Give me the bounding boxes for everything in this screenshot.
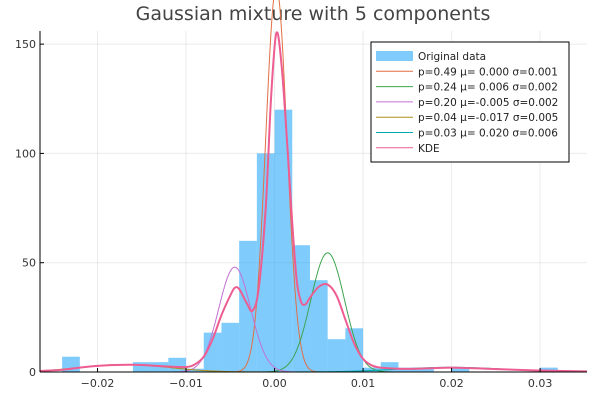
legend-label: p=0.24 μ= 0.006 σ=0.002 [418, 82, 558, 94]
histogram-bar [327, 339, 346, 372]
x-tick-label: −0.01 [169, 377, 203, 390]
histogram-bar [309, 280, 328, 372]
legend-label: p=0.03 μ= 0.020 σ=0.006 [418, 128, 558, 140]
histogram-bar [345, 328, 364, 372]
histogram-bars [62, 109, 558, 372]
axes: −0.02 −0.01 0.00 0.01 0.02 0.03 0 50 100 150 [15, 31, 587, 390]
legend-label: p=0.04 μ=-0.017 σ=0.005 [418, 112, 558, 124]
legend-swatch [376, 51, 413, 61]
x-tick-label: −0.02 [81, 377, 115, 390]
y-tick-label: 100 [15, 147, 36, 160]
histogram-bar [132, 362, 151, 372]
histogram-bar [451, 367, 470, 372]
histogram-bar [380, 362, 399, 372]
legend-label: p=0.20 μ=-0.005 σ=0.002 [418, 97, 558, 109]
kde-curve [39, 31, 588, 373]
x-tick-label: 0.00 [262, 377, 287, 390]
x-tick-label: 0.01 [351, 377, 376, 390]
histogram-bar [416, 368, 434, 372]
kde-curve-group [39, 31, 588, 373]
y-tick-label: 0 [29, 366, 36, 379]
legend: Original data p=0.49 μ= 0.000 σ=0.001 p=0.… [370, 41, 570, 163]
histogram-bar [256, 153, 275, 372]
legend-label: KDE [418, 143, 440, 155]
histogram-bar [221, 322, 240, 372]
histogram-bar [203, 332, 222, 372]
legend-label: p=0.49 μ= 0.000 σ=0.001 [418, 66, 558, 78]
histogram-bar [274, 109, 293, 372]
legend-label: Original data [418, 51, 486, 63]
histogram-bar [363, 367, 381, 372]
x-tick-label: 0.03 [528, 377, 553, 390]
chart-title: Gaussian mixture with 5 components [136, 3, 491, 25]
histogram-bar [168, 357, 187, 372]
y-tick-label: 150 [15, 38, 36, 51]
x-tick-label: 0.02 [439, 377, 464, 390]
histogram-bar [150, 362, 169, 372]
y-tick-label: 50 [22, 257, 36, 270]
